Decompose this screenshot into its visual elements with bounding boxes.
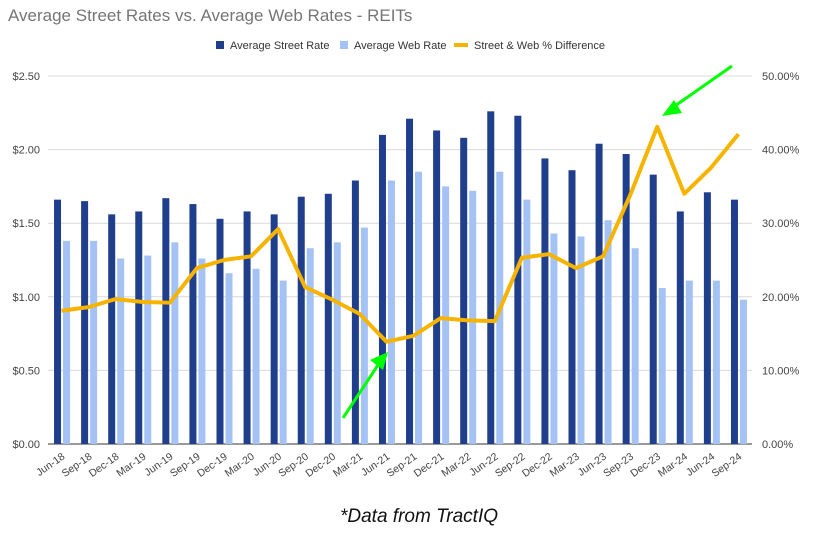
bar-street-rate (297, 196, 305, 444)
x-tick-label: Dec-19 (195, 451, 230, 480)
bar-street-rate (460, 137, 468, 444)
annotation-arrowhead (370, 352, 388, 370)
bar-street-rate (378, 134, 386, 444)
bar-street-rate (703, 192, 711, 444)
x-tick-label: Dec-21 (412, 451, 447, 480)
bar-web-rate (144, 255, 152, 444)
bar-street-rate (622, 154, 630, 445)
bar-street-rate (243, 211, 251, 444)
bar-web-rate (685, 280, 693, 444)
x-tick-label: Dec-18 (87, 451, 122, 480)
y-right-tick-label: 20.00% (762, 292, 800, 304)
bar-street-rate (541, 158, 549, 444)
legend-label: Average Street Rate (230, 40, 329, 52)
bar-web-rate (171, 242, 179, 444)
line-percent-difference (61, 124, 741, 344)
y-left-tick-label: $1.00 (12, 292, 40, 304)
bar-street-rate (487, 111, 495, 444)
x-tick-label: Sep-18 (60, 451, 95, 480)
bar-street-rate (676, 211, 684, 444)
x-tick-label: Dec-22 (520, 451, 555, 480)
bar-web-rate (252, 268, 260, 444)
y-right-tick-label: 50.00% (762, 71, 800, 83)
x-tick-label: Mar-20 (223, 451, 257, 480)
bar-street-rate (433, 130, 441, 445)
bar-street-rate (189, 204, 197, 444)
bar-web-rate (658, 287, 666, 444)
legend-swatch (216, 41, 224, 49)
y-left-tick-label: $2.00 (12, 145, 40, 157)
x-tick-label: Mar-24 (656, 451, 690, 480)
bar-street-rate (270, 214, 278, 444)
bar-web-rate (279, 280, 287, 444)
x-tick-label: Mar-22 (439, 451, 473, 480)
legend-label: Street & Web % Difference (474, 40, 605, 52)
bar-web-rate (117, 258, 125, 444)
y-right-tick-label: 10.00% (762, 365, 800, 377)
bar-street-rate (730, 199, 738, 444)
bar-street-rate (54, 199, 62, 444)
bar-web-rate (333, 242, 341, 444)
bar-street-rate (162, 198, 170, 444)
y-right-tick-label: 0.00% (762, 439, 793, 451)
legend-swatch (340, 41, 348, 49)
y-left-tick-label: $0.00 (12, 439, 40, 451)
bar-web-rate (631, 248, 639, 444)
bar-street-rate (514, 115, 522, 444)
x-tick-label: Sep-20 (276, 451, 311, 480)
chart-svg: $0.00 $0.50 $1.00 $1.50 $2.00 $2.50 0.00% 10.00… (12, 40, 800, 480)
x-tick-label: Sep-19 (168, 451, 203, 480)
x-tick-label: Sep-23 (601, 451, 636, 480)
bar-web-rate (577, 236, 585, 444)
x-tick-label: Sep-22 (493, 451, 528, 480)
x-tick-label: Dec-20 (303, 451, 338, 480)
bar-web-rate (63, 240, 71, 444)
bar-web-rate (712, 280, 720, 444)
bar-web-rate (550, 233, 558, 444)
bar-street-rate (595, 143, 603, 444)
y-right-tick-label: 40.00% (762, 145, 800, 157)
x-tick-label: Sep-21 (385, 451, 420, 480)
bar-street-rate (135, 211, 143, 444)
bar-street-rate (216, 218, 224, 444)
bar-web-rate (387, 180, 395, 444)
bar-web-rate (225, 273, 233, 444)
bar-web-rate (469, 190, 477, 444)
bar-web-rate (739, 299, 747, 444)
y-right-tick-label: 30.00% (762, 218, 800, 230)
bar-web-rate (415, 171, 423, 444)
x-tick-label: Sep-24 (710, 451, 745, 480)
bar-web-rate (90, 240, 98, 444)
bar-street-rate (324, 193, 332, 444)
footnote: *Data from TractIQ (339, 506, 498, 527)
annotation-arrow (341, 361, 382, 419)
annotation-arrowhead (662, 100, 682, 116)
annotation-arrow (671, 64, 733, 110)
bar-web-rate (442, 186, 450, 444)
bar-web-rate (306, 248, 314, 444)
bar-street-rate (81, 201, 89, 444)
chart-title: Average Street Rates vs. Average Web Rat… (8, 6, 413, 25)
bar-web-rate (604, 220, 612, 444)
bar-street-rate (568, 170, 576, 444)
bar-street-rate (406, 118, 414, 445)
bar-web-rate (360, 227, 368, 444)
bar-web-rate (523, 199, 531, 444)
x-tick-label: Mar-19 (114, 451, 148, 480)
y-left-tick-label: $1.50 (12, 218, 40, 230)
x-tick-label: Dec-23 (628, 451, 663, 480)
legend-label: Average Web Rate (354, 40, 447, 52)
y-left-tick-label: $2.50 (12, 71, 40, 83)
bar-street-rate (108, 214, 116, 444)
x-tick-label: Mar-23 (548, 451, 582, 480)
bar-street-rate (649, 174, 657, 444)
y-left-tick-label: $0.50 (12, 365, 40, 377)
x-tick-label: Mar-21 (331, 451, 365, 480)
bar-web-rate (198, 258, 206, 444)
